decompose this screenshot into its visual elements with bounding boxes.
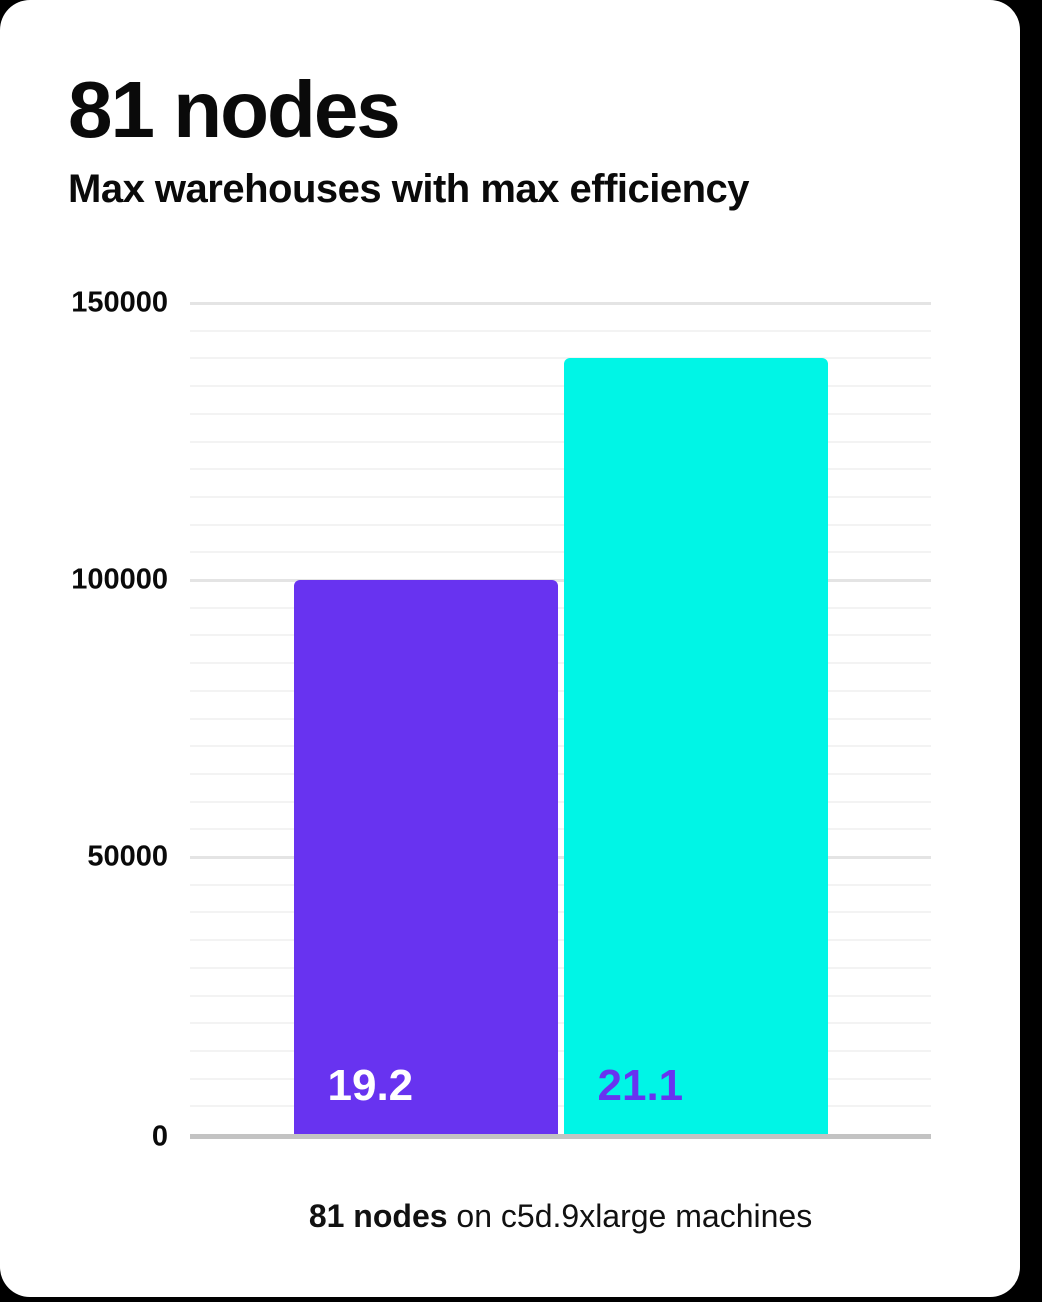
minor-gridline <box>190 911 931 914</box>
major-gridline <box>190 855 931 859</box>
major-gridline <box>190 578 931 582</box>
y-axis-tick-labels: 0 50000 100000 150000 <box>40 288 168 1151</box>
minor-gridline <box>190 800 931 803</box>
y-tick-label: 50000 <box>87 840 168 873</box>
minor-gridline <box>190 1077 931 1080</box>
minor-gridline <box>190 717 931 720</box>
minor-gridline <box>190 357 931 360</box>
minor-gridline <box>190 329 931 332</box>
minor-gridline <box>190 828 931 831</box>
bar-19.2: 19.2 <box>293 580 558 1134</box>
minor-gridline <box>190 689 931 692</box>
page-subtitle: Max warehouses with max efficiency <box>68 167 750 211</box>
minor-gridline <box>190 385 931 388</box>
minor-gridline <box>190 606 931 609</box>
y-tick-label: 0 <box>151 1120 168 1153</box>
minor-gridline <box>190 1022 931 1025</box>
minor-gridline <box>190 468 931 471</box>
minor-gridline <box>190 883 931 886</box>
minor-gridline <box>190 662 931 665</box>
caption-bold-text: 81 nodes <box>308 1198 448 1234</box>
minor-gridline <box>190 745 931 748</box>
x-axis-line <box>190 1134 931 1139</box>
bar-chart: 19.2 21.1 <box>190 301 931 1139</box>
bar-21.1: 21.1 <box>563 358 828 1134</box>
minor-gridline <box>190 440 931 443</box>
minor-gridline <box>190 966 931 969</box>
minor-gridline <box>190 1049 931 1052</box>
minor-gridline <box>190 939 931 942</box>
minor-gridline <box>190 412 931 415</box>
minor-gridline <box>190 1105 931 1108</box>
minor-gridline <box>190 772 931 775</box>
minor-gridline <box>190 994 931 997</box>
chart-caption: 81 nodes on c5d.9xlarge machines <box>190 1196 931 1238</box>
caption-regular-text: on c5d.9xlarge machines <box>447 1198 813 1234</box>
y-tick-label: 150000 <box>71 286 168 319</box>
minor-gridline <box>190 551 931 554</box>
major-gridline <box>190 301 931 305</box>
chart-card: 81 nodes Max warehouses with max efficie… <box>0 0 1020 1297</box>
y-tick-label: 100000 <box>71 563 168 596</box>
bar-value-label: 21.1 <box>597 1061 684 1110</box>
minor-gridline <box>190 495 931 498</box>
minor-gridline <box>190 634 931 637</box>
minor-gridline <box>190 523 931 526</box>
bar-value-label: 19.2 <box>327 1061 414 1110</box>
page-title: 81 nodes <box>68 65 401 154</box>
